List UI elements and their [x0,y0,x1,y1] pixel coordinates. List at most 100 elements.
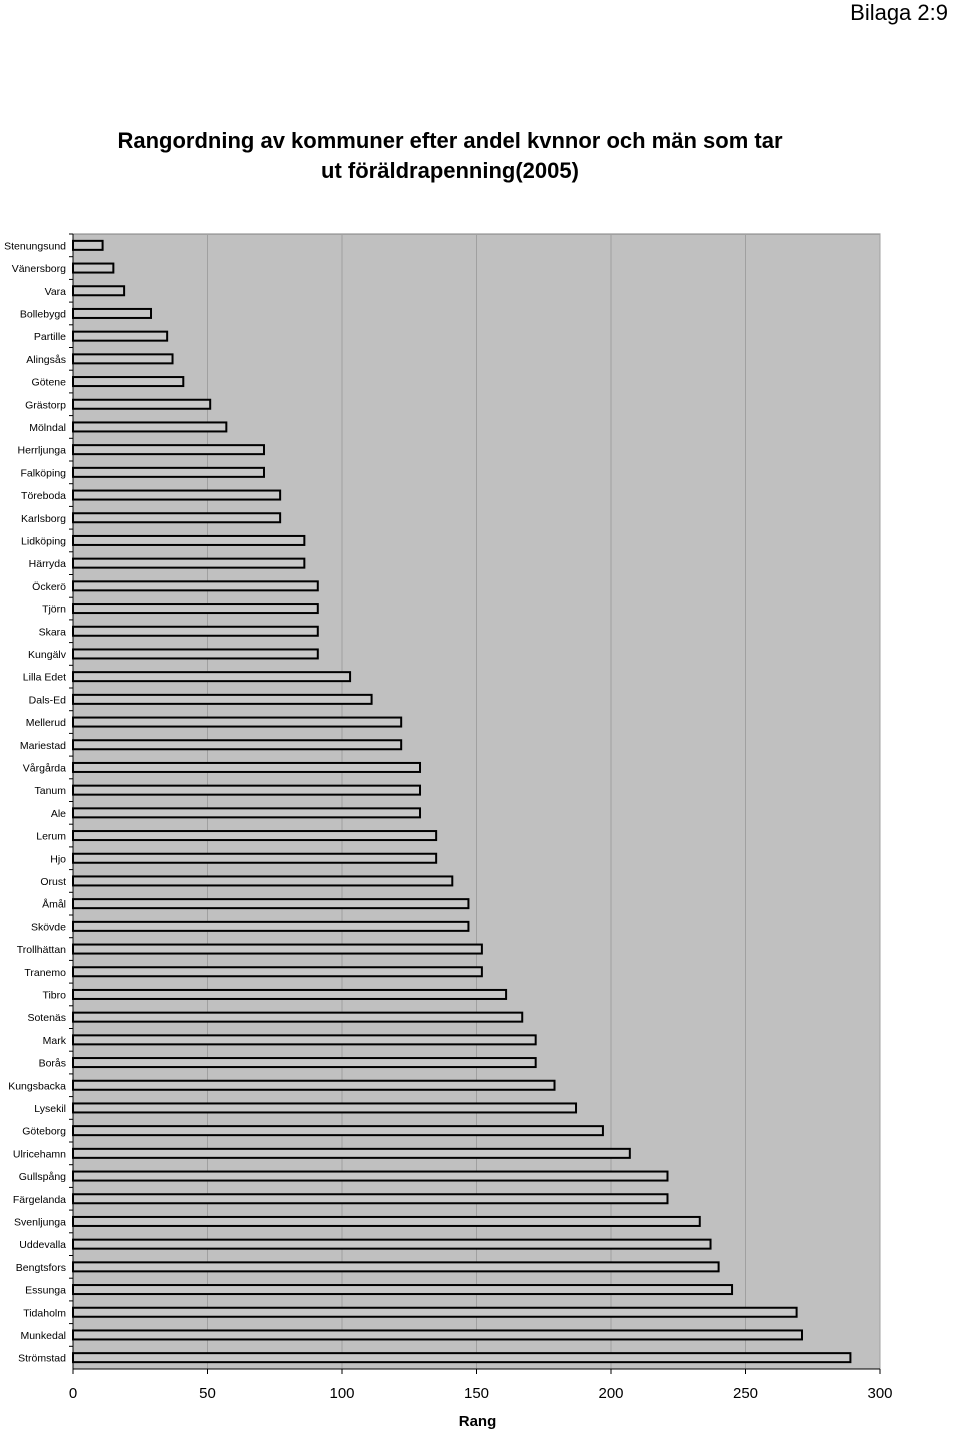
category-label: Falköping [20,467,66,479]
category-label: Dals-Ed [29,694,67,706]
bar [72,512,282,524]
x-axis-title: Rang [459,1413,497,1430]
category-label: Mölndal [29,422,66,434]
bar [72,875,454,887]
category-label: Trollhättan [17,944,66,956]
category-label: Lysekil [34,1103,66,1115]
bar [72,603,319,615]
x-tick-label: 300 [867,1385,892,1402]
bar [72,1102,578,1114]
category-label: Lilla Edet [23,672,66,684]
chart-title-line1: Rangordning av kommuner efter andel kvnn… [117,128,783,153]
bar [72,398,212,410]
bar [72,307,153,319]
chart-title: Rangordning av kommuner efter andel kvnn… [60,126,840,186]
bar [72,761,422,773]
bar [72,1215,701,1227]
category-label: Karlsborg [21,513,66,525]
category-label: Munkedal [20,1330,66,1342]
category-label: Sotenäs [27,1012,66,1024]
bar [72,625,319,637]
bar [72,534,306,546]
bar [72,353,174,365]
category-label: Mark [43,1035,67,1047]
bar [72,1352,852,1364]
x-tick-label: 100 [329,1385,354,1402]
category-label: Götene [32,377,67,389]
category-label: Essunga [25,1285,66,1297]
category-label: Kungälv [28,649,67,661]
bar [72,739,403,751]
bar [72,1125,604,1137]
x-tick-label: 50 [199,1385,216,1402]
category-label: Färgelanda [13,1194,66,1206]
bar [72,557,306,569]
bar [72,1170,669,1182]
category-label: Vänersborg [12,263,66,275]
category-label: Tanum [34,785,66,797]
bar [72,852,438,864]
x-tick-label: 150 [464,1385,489,1402]
category-label: Grästorp [25,399,66,411]
category-label: Kungsbacka [8,1080,66,1092]
category-label: Herrljunga [18,445,67,457]
bar [72,716,403,728]
bar [72,807,422,819]
category-label: Vara [45,286,67,298]
category-label: Bollebygd [20,308,66,320]
category-label: Vårgårda [23,762,66,774]
bar [72,239,104,251]
bar [72,466,265,478]
bar [72,830,438,842]
bar [72,285,126,297]
category-label: Alingsås [26,354,66,366]
bars [72,239,852,1364]
x-tick-label: 250 [733,1385,758,1402]
category-label: Skara [39,626,67,638]
bar [72,671,352,683]
page-label: Bilaga 2:9 [850,0,948,25]
category-label: Bengtsfors [16,1262,66,1274]
bar [72,648,319,660]
category-labels: Stenungsund Vänersborg Vara Bollebygd Partil… [4,233,73,1365]
bar [72,898,470,910]
category-label: Öckerö [32,581,66,593]
bar [72,1147,631,1159]
category-label: Skövde [31,921,66,933]
x-axis-ticks: 0 50 100 150 200 250 300 [69,1369,893,1402]
bar [72,580,319,592]
category-label: Stenungsund [4,240,66,252]
bar [72,1238,712,1250]
category-label: Tjörn [42,604,66,616]
category-label: Orust [40,876,66,888]
bar [72,784,422,796]
bar [72,262,115,274]
bar [72,1011,524,1023]
bar [72,966,483,978]
category-label: Tibro [42,989,66,1001]
category-label: Töreboda [21,490,66,502]
bar [72,376,185,388]
category-label: Mariestad [20,740,66,752]
category-label: Härryda [29,558,67,570]
bar [72,444,265,456]
category-label: Lidköping [21,535,66,547]
bar [72,1329,803,1341]
category-label: Åmål [42,898,66,911]
bar [72,943,483,955]
bar [72,920,470,932]
category-label: Tranemo [24,967,66,979]
x-tick-label: 200 [598,1385,623,1402]
x-tick-label: 0 [69,1385,77,1402]
category-label: Gullspång [19,1171,66,1183]
bar [72,1057,537,1069]
category-label: Hjo [50,853,66,865]
bar [72,988,508,1000]
bar [72,1193,669,1205]
category-label: Mellerud [26,717,66,729]
category-label: Partille [34,331,66,343]
category-label: Ale [51,808,66,820]
category-label: Borås [39,1058,66,1070]
bar [72,1261,720,1273]
